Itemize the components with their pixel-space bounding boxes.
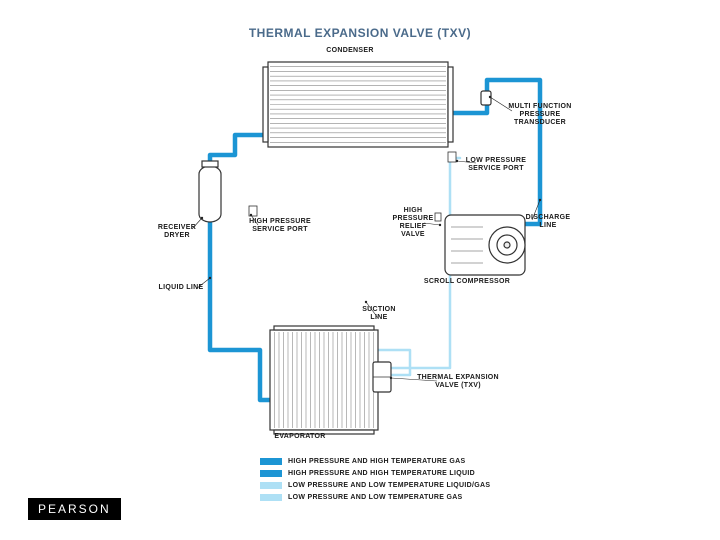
label-lp_service: LOW PRESSURESERVICE PORT xyxy=(446,157,546,173)
label-condenser: CONDENSER xyxy=(300,47,400,55)
legend-row: HIGH PRESSURE AND HIGH TEMPERATURE LIQUI… xyxy=(260,470,490,477)
legend-text: LOW PRESSURE AND LOW TEMPERATURE LIQUID/… xyxy=(288,482,490,489)
label-compressor: SCROLL COMPRESSOR xyxy=(417,278,517,286)
pipe xyxy=(487,80,540,224)
receiver-dryer xyxy=(199,166,221,222)
label-transducer: MULTI FUNCTIONPRESSURETRANSDUCER xyxy=(490,103,590,127)
label-hp_relief: HIGHPRESSURERELIEFVALVE xyxy=(363,207,463,239)
brand-badge: PEARSON xyxy=(28,498,121,520)
legend: HIGH PRESSURE AND HIGH TEMPERATURE GAS HI… xyxy=(260,458,490,506)
legend-text: HIGH PRESSURE AND HIGH TEMPERATURE LIQUI… xyxy=(288,470,475,477)
label-liquid_line: LIQUID LINE xyxy=(131,284,231,292)
diagram-page: THERMAL EXPANSION VALVE (TXV) CONDENSERR… xyxy=(0,0,720,540)
label-receiver_dryer: RECEIVERDRYER xyxy=(127,224,227,240)
legend-swatch xyxy=(260,482,282,489)
legend-swatch xyxy=(260,494,282,501)
legend-swatch xyxy=(260,458,282,465)
legend-text: HIGH PRESSURE AND HIGH TEMPERATURE GAS xyxy=(288,458,465,465)
label-hp_service: HIGH PRESSURESERVICE PORT xyxy=(230,218,330,234)
legend-text: LOW PRESSURE AND LOW TEMPERATURE GAS xyxy=(288,494,463,501)
legend-swatch xyxy=(260,470,282,477)
label-discharge_line: DISCHARGELINE xyxy=(498,214,598,230)
legend-row: LOW PRESSURE AND LOW TEMPERATURE GAS xyxy=(260,494,490,501)
label-txv: THERMAL EXPANSIONVALVE (TXV) xyxy=(408,374,508,390)
label-evaporator: EVAPORATOR xyxy=(250,433,350,441)
pipe xyxy=(210,135,268,166)
legend-row: LOW PRESSURE AND LOW TEMPERATURE LIQUID/… xyxy=(260,482,490,489)
legend-row: HIGH PRESSURE AND HIGH TEMPERATURE GAS xyxy=(260,458,490,465)
label-suction_line: SUCTIONLINE xyxy=(329,306,429,322)
